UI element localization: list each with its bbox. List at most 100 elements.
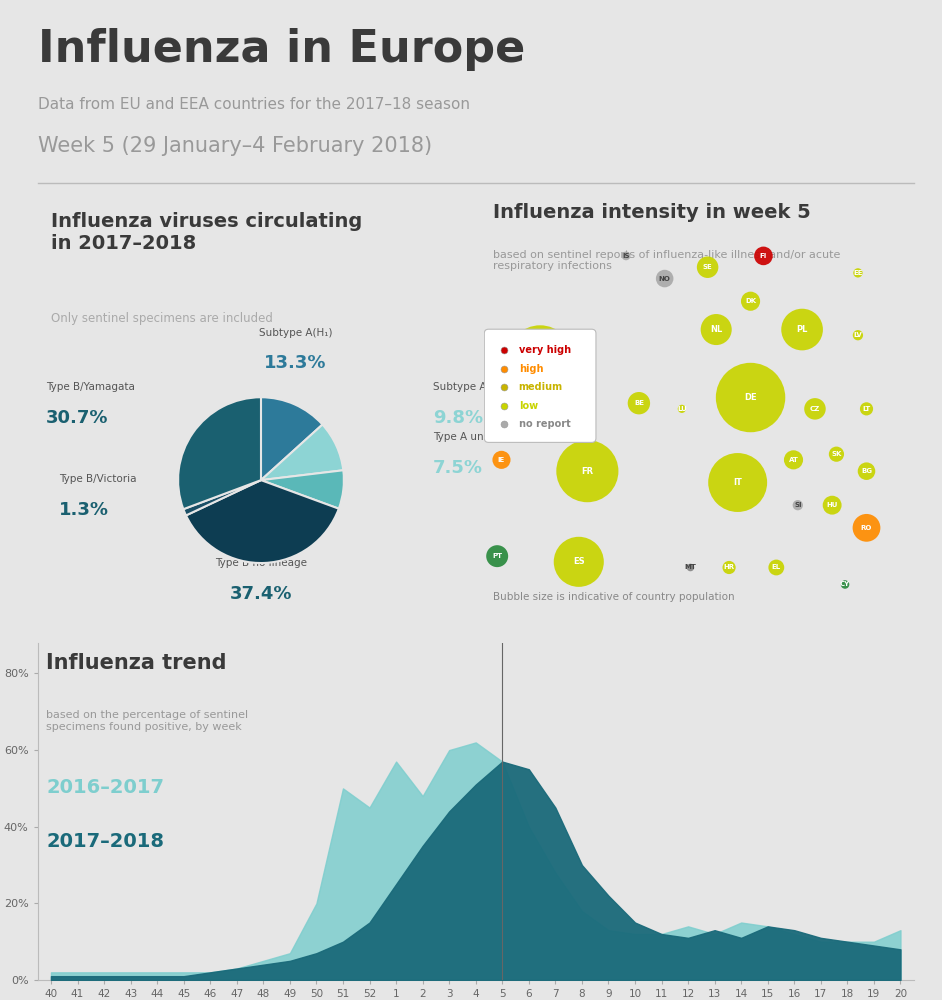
Point: [496, 495, 512, 511]
Point: [790, 497, 805, 513]
Point: [743, 390, 758, 406]
Point: [496, 420, 512, 436]
Text: 1.3%: 1.3%: [59, 501, 109, 519]
Text: EE: EE: [853, 270, 863, 276]
Text: high: high: [519, 364, 544, 374]
Text: LV: LV: [853, 332, 862, 338]
Text: MT: MT: [685, 564, 696, 570]
Text: Subtype A(H₁): Subtype A(H₁): [259, 328, 333, 338]
Text: Type A unsubtypes: Type A unsubtypes: [432, 432, 531, 442]
Point: [786, 452, 801, 468]
Text: Influenza intensity in week 5: Influenza intensity in week 5: [493, 203, 811, 222]
Text: based on the percentage of sentinel
specimens found positive, by week: based on the percentage of sentinel spec…: [46, 710, 249, 732]
Point: [829, 446, 844, 462]
Point: [700, 259, 715, 275]
Point: [755, 248, 771, 264]
Text: Data from EU and EEA countries for the 2017–18 season: Data from EU and EEA countries for the 2…: [38, 97, 470, 112]
Text: Influenza viruses circulating
in 2017–2018: Influenza viruses circulating in 2017–20…: [51, 212, 362, 253]
Text: HU: HU: [826, 502, 837, 508]
Text: AT: AT: [788, 457, 799, 463]
Text: very high: very high: [519, 345, 571, 355]
Point: [580, 463, 595, 479]
Point: [658, 271, 673, 287]
Text: Influenza in Europe: Influenza in Europe: [38, 28, 525, 71]
Wedge shape: [261, 425, 343, 480]
Point: [496, 470, 512, 486]
Point: [496, 395, 512, 411]
Text: Influenza trend: Influenza trend: [46, 653, 227, 673]
Text: DE: DE: [744, 393, 756, 402]
Text: RO: RO: [861, 525, 872, 531]
Text: IS: IS: [623, 253, 630, 259]
Wedge shape: [184, 480, 261, 515]
Point: [532, 350, 547, 366]
Text: BG: BG: [861, 468, 872, 474]
Text: 30.7%: 30.7%: [46, 409, 108, 427]
Point: [496, 445, 512, 461]
Text: NO: NO: [658, 276, 671, 282]
Point: [494, 452, 509, 468]
Text: CY: CY: [840, 581, 850, 587]
Text: BE: BE: [634, 400, 644, 406]
Point: [837, 576, 853, 592]
Text: FR: FR: [581, 467, 593, 476]
Point: [807, 401, 822, 417]
Wedge shape: [178, 397, 261, 509]
Text: Bubble size is indicative of country population: Bubble size is indicative of country pop…: [493, 592, 735, 602]
Text: Type B no lineage: Type B no lineage: [215, 558, 307, 568]
Text: based on sentinel reports of influenza-like illness and/or acute
respiratory inf: based on sentinel reports of influenza-l…: [493, 250, 840, 271]
Text: DK: DK: [745, 298, 756, 304]
Text: 13.3%: 13.3%: [264, 354, 327, 372]
Point: [619, 248, 634, 264]
Text: SI: SI: [794, 502, 802, 508]
Text: 7.5%: 7.5%: [432, 459, 482, 477]
Point: [730, 475, 745, 491]
Text: LT: LT: [862, 406, 870, 412]
Text: EL: EL: [771, 564, 781, 570]
Text: ES: ES: [573, 557, 585, 566]
Text: HR: HR: [723, 564, 735, 570]
Wedge shape: [261, 397, 322, 480]
Point: [769, 559, 784, 575]
Text: UK: UK: [533, 353, 546, 362]
Text: Only sentinel specimens are included: Only sentinel specimens are included: [51, 312, 272, 325]
Text: no report: no report: [519, 419, 571, 429]
Text: LU: LU: [677, 406, 687, 412]
Text: Type B/Yamagata: Type B/Yamagata: [46, 382, 135, 392]
FancyBboxPatch shape: [484, 329, 596, 442]
Point: [851, 265, 866, 281]
Text: medium: medium: [519, 382, 562, 392]
Point: [794, 322, 809, 338]
Text: Subtype A(H₃): Subtype A(H₃): [432, 382, 506, 392]
Text: CZ: CZ: [810, 406, 820, 412]
Point: [631, 395, 646, 411]
Wedge shape: [261, 470, 344, 509]
Point: [859, 520, 874, 536]
Point: [743, 293, 758, 309]
Wedge shape: [186, 480, 339, 563]
Point: [859, 401, 874, 417]
Text: 2017–2018: 2017–2018: [46, 832, 165, 851]
Text: NL: NL: [710, 325, 723, 334]
Text: SE: SE: [703, 264, 712, 270]
Text: 9.8%: 9.8%: [432, 409, 483, 427]
Text: IE: IE: [498, 457, 505, 463]
Text: Type B/Victoria: Type B/Victoria: [59, 474, 137, 484]
Point: [859, 463, 874, 479]
Point: [683, 559, 698, 575]
Text: PL: PL: [796, 325, 808, 334]
Point: [851, 327, 866, 343]
Point: [722, 559, 737, 575]
Point: [708, 322, 723, 338]
Point: [674, 401, 690, 417]
Text: SK: SK: [831, 451, 841, 457]
Text: low: low: [519, 401, 538, 411]
Point: [824, 497, 839, 513]
Text: 2016–2017: 2016–2017: [46, 778, 165, 797]
Text: 37.4%: 37.4%: [230, 585, 292, 603]
Point: [490, 548, 505, 564]
Point: [571, 554, 586, 570]
Text: FI: FI: [760, 253, 767, 259]
Text: Week 5 (29 January–4 February 2018): Week 5 (29 January–4 February 2018): [38, 136, 431, 156]
Text: IT: IT: [733, 478, 742, 487]
